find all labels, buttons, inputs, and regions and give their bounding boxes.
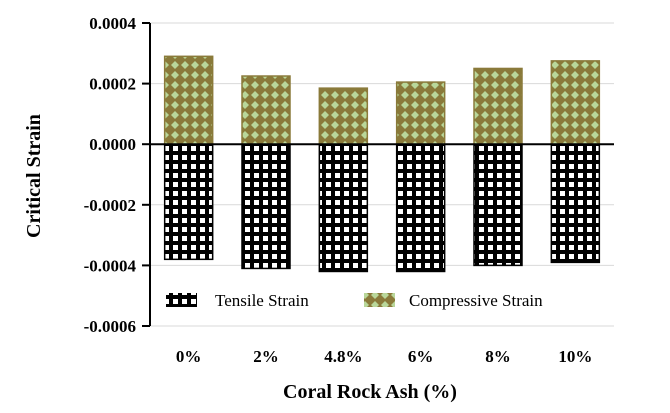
x-tick-label: 2% xyxy=(253,347,279,366)
y-tick-label: 0.0000 xyxy=(89,135,136,154)
bar-compressive xyxy=(550,60,601,145)
bar-compressive xyxy=(318,87,369,145)
bar-tensile xyxy=(473,143,523,267)
bar-tensile xyxy=(241,143,291,270)
x-tick-label: 8% xyxy=(485,347,511,366)
legend-swatch-tensile xyxy=(166,293,197,307)
y-tick-label: -0.0006 xyxy=(84,317,136,336)
x-tick-label: 10% xyxy=(558,347,592,366)
x-axis-title: Coral Rock Ash (%) xyxy=(283,381,457,403)
x-tick-label: 6% xyxy=(408,347,434,366)
bar-tensile xyxy=(318,143,369,273)
y-tick-label: 0.0004 xyxy=(89,14,136,33)
gridlines xyxy=(150,22,614,327)
x-tick-label: 4.8% xyxy=(324,347,362,366)
legend-label-compressive: Compressive Strain xyxy=(409,291,543,310)
y-tick-label: 0.0002 xyxy=(89,75,136,94)
y-tick-label: -0.0004 xyxy=(84,256,137,275)
legend-label-tensile: Tensile Strain xyxy=(215,291,309,310)
x-tick-label: 0% xyxy=(176,347,202,366)
y-tick-label: -0.0002 xyxy=(84,196,136,215)
bar-compressive xyxy=(473,67,523,145)
bar-tensile xyxy=(550,143,601,264)
bar-compressive xyxy=(241,75,291,145)
bars xyxy=(163,55,601,273)
tick-labels: 0.0004 0.0002 0.0000 -0.0002 -0.0004 -0.0006 0… xyxy=(84,14,593,366)
y-axis-title: Critical Strain xyxy=(23,114,45,238)
bar-compressive xyxy=(163,55,214,145)
bar-tensile xyxy=(395,143,446,273)
axes xyxy=(142,22,614,327)
legend-swatch-compressive xyxy=(364,293,395,307)
bar-tensile xyxy=(163,143,214,261)
legend: Tensile Strain Compressive Strain xyxy=(166,291,543,310)
bar-compressive xyxy=(395,81,446,145)
